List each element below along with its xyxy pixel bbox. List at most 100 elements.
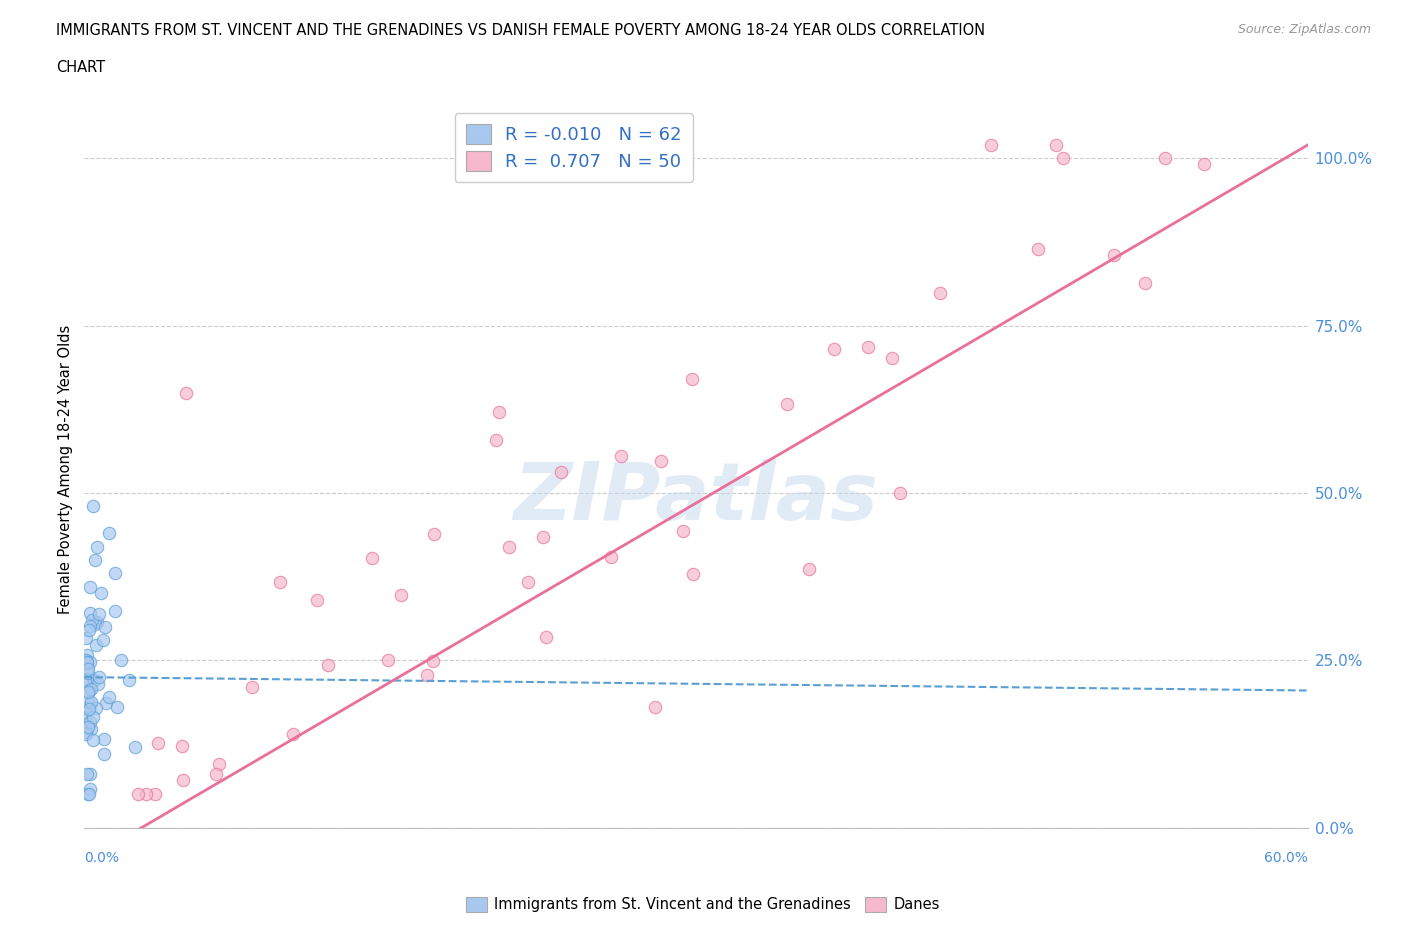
Point bbox=[118, 673, 141, 688]
Point bbox=[83, 617, 105, 631]
Point bbox=[76, 766, 98, 781]
Point bbox=[856, 339, 879, 354]
Point bbox=[79, 702, 101, 717]
Point bbox=[79, 655, 101, 670]
Point bbox=[208, 757, 231, 772]
Text: CHART: CHART bbox=[56, 60, 105, 75]
Point bbox=[76, 671, 98, 686]
Point bbox=[1153, 151, 1175, 166]
Point bbox=[79, 579, 101, 594]
Point bbox=[889, 485, 911, 500]
Point bbox=[172, 773, 194, 788]
Point bbox=[389, 588, 412, 603]
Point bbox=[93, 747, 115, 762]
Point bbox=[980, 138, 1002, 153]
Point bbox=[73, 674, 96, 689]
Point bbox=[1026, 242, 1049, 257]
Point bbox=[143, 787, 166, 802]
Point bbox=[776, 396, 799, 411]
Point bbox=[80, 682, 103, 697]
Point bbox=[79, 767, 101, 782]
Point bbox=[823, 341, 845, 356]
Point bbox=[600, 550, 623, 565]
Point bbox=[240, 679, 263, 694]
Point bbox=[82, 499, 104, 514]
Text: 60.0%: 60.0% bbox=[1264, 851, 1308, 865]
Point bbox=[318, 658, 340, 672]
Point bbox=[77, 720, 100, 735]
Point bbox=[79, 618, 101, 633]
Point bbox=[84, 700, 107, 715]
Point bbox=[550, 464, 572, 479]
Point bbox=[75, 726, 97, 741]
Point bbox=[416, 668, 439, 683]
Point bbox=[522, 151, 544, 166]
Point bbox=[76, 647, 98, 662]
Point bbox=[79, 714, 101, 729]
Point bbox=[105, 699, 128, 714]
Point bbox=[205, 766, 228, 781]
Point bbox=[83, 552, 105, 567]
Point bbox=[77, 700, 100, 715]
Point bbox=[1052, 151, 1074, 166]
Point bbox=[90, 586, 112, 601]
Text: Source: ZipAtlas.com: Source: ZipAtlas.com bbox=[1237, 23, 1371, 36]
Point bbox=[77, 694, 100, 709]
Point bbox=[681, 372, 703, 387]
Point bbox=[75, 653, 97, 668]
Legend: Immigrants from St. Vincent and the Grenadines, Danes: Immigrants from St. Vincent and the Gren… bbox=[461, 891, 945, 918]
Point bbox=[73, 652, 96, 667]
Point bbox=[104, 603, 127, 618]
Point bbox=[79, 787, 101, 802]
Point bbox=[534, 630, 557, 644]
Point bbox=[77, 787, 100, 802]
Point bbox=[650, 453, 672, 468]
Point bbox=[531, 529, 554, 544]
Point bbox=[124, 740, 146, 755]
Point bbox=[488, 405, 510, 419]
Point bbox=[498, 539, 520, 554]
Legend: R = -0.010   N = 62, R =  0.707   N = 50: R = -0.010 N = 62, R = 0.707 N = 50 bbox=[454, 113, 693, 182]
Point bbox=[928, 286, 950, 301]
Point bbox=[682, 567, 704, 582]
Point bbox=[77, 622, 100, 637]
Text: 0.0%: 0.0% bbox=[84, 851, 120, 865]
Point bbox=[377, 653, 399, 668]
Point bbox=[672, 524, 695, 538]
Point bbox=[283, 726, 305, 741]
Point bbox=[174, 385, 197, 400]
Point bbox=[97, 525, 120, 540]
Point bbox=[97, 690, 120, 705]
Point bbox=[797, 562, 820, 577]
Point bbox=[422, 653, 444, 668]
Point bbox=[82, 733, 104, 748]
Point bbox=[76, 725, 98, 740]
Point bbox=[79, 722, 101, 737]
Point bbox=[93, 732, 115, 747]
Point bbox=[73, 711, 96, 725]
Point bbox=[485, 433, 508, 448]
Point bbox=[135, 787, 157, 802]
Point bbox=[79, 605, 101, 620]
Point bbox=[77, 661, 100, 676]
Point bbox=[423, 526, 446, 541]
Point bbox=[93, 619, 115, 634]
Point bbox=[87, 606, 110, 621]
Point bbox=[83, 673, 105, 688]
Point bbox=[76, 656, 98, 671]
Point bbox=[269, 575, 291, 590]
Point bbox=[86, 615, 108, 630]
Point bbox=[170, 738, 193, 753]
Point bbox=[91, 633, 114, 648]
Point bbox=[89, 670, 111, 684]
Point bbox=[86, 539, 108, 554]
Point bbox=[127, 787, 149, 802]
Text: ZIPatlas: ZIPatlas bbox=[513, 459, 879, 538]
Point bbox=[80, 695, 103, 710]
Point bbox=[1192, 157, 1215, 172]
Point bbox=[644, 699, 666, 714]
Point bbox=[104, 566, 127, 581]
Point bbox=[517, 574, 540, 589]
Point bbox=[361, 551, 384, 565]
Point bbox=[76, 655, 98, 670]
